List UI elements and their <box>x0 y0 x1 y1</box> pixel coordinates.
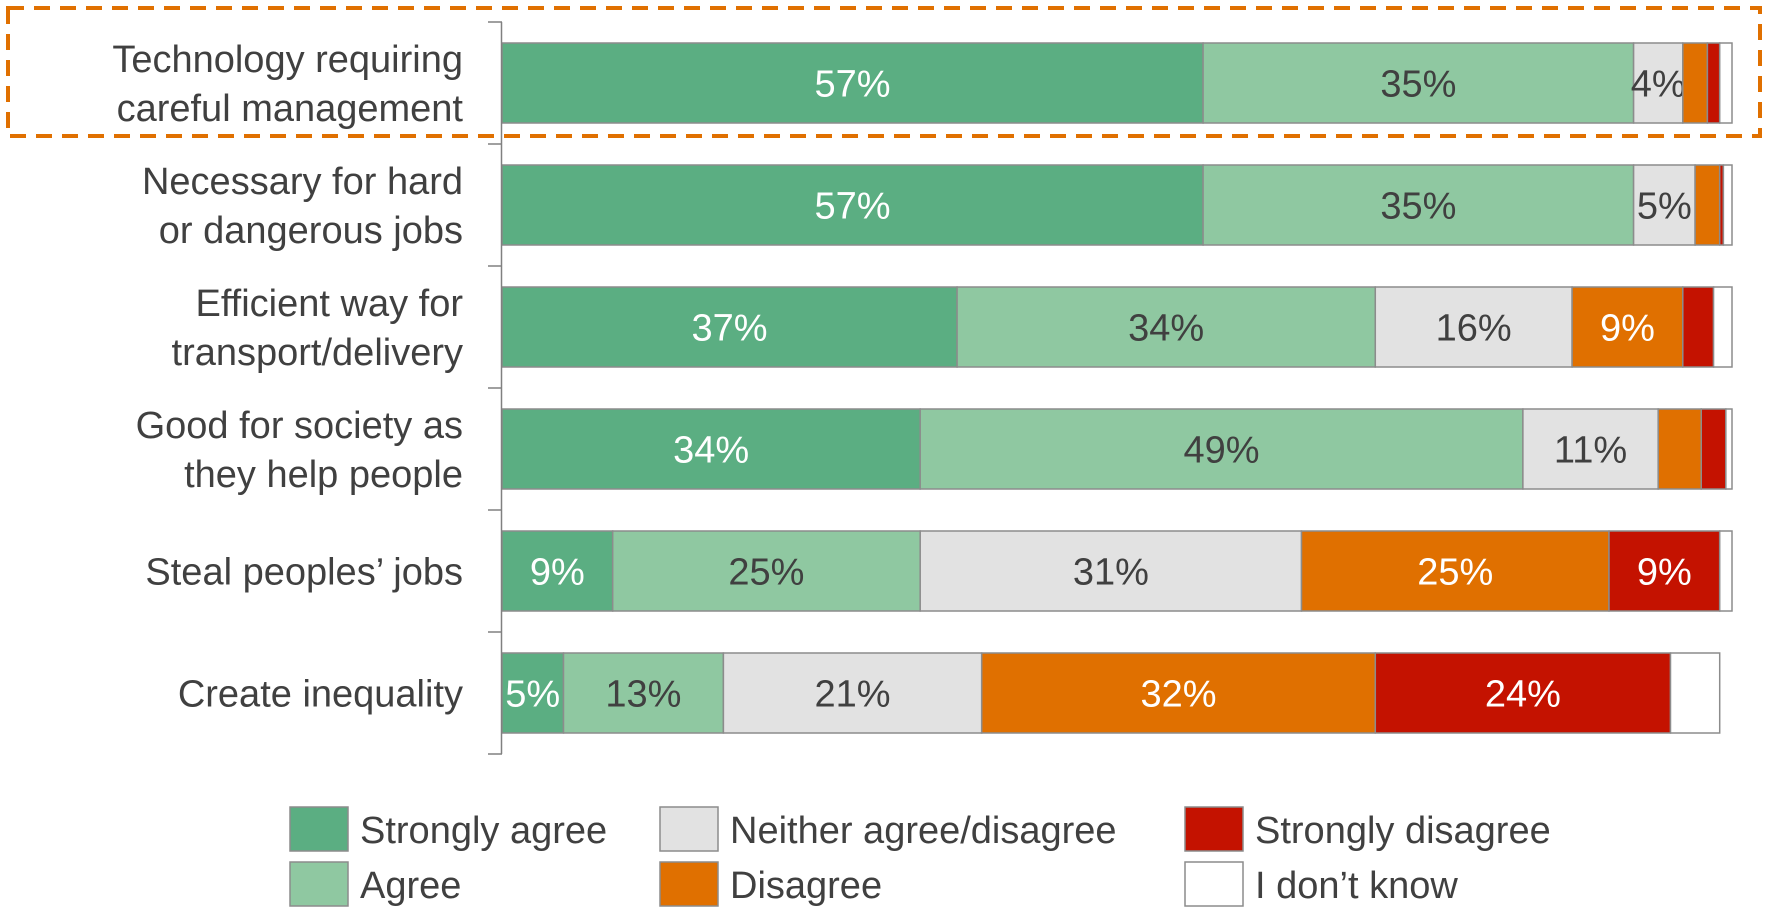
bar-segment-3-4 <box>1700 408 1727 490</box>
category-label: Technology requiring <box>112 39 463 81</box>
category-label: Necessary for hard <box>142 161 463 203</box>
bar-segment-4-0 <box>501 530 614 612</box>
legend-label: Agree <box>360 865 461 907</box>
data-label: 25% <box>1417 551 1493 593</box>
bar-segment-2-1 <box>956 286 1377 368</box>
bar-segment-3-2 <box>1522 408 1659 490</box>
legend-swatch <box>1184 806 1244 852</box>
category-label: or dangerous jobs <box>159 210 463 252</box>
legend-label: Disagree <box>730 865 882 907</box>
bar-segment-5-1 <box>562 652 725 734</box>
data-label: 49% <box>1184 429 1260 471</box>
data-label: 24% <box>1485 673 1561 715</box>
category-label: they help people <box>184 454 463 496</box>
category-label: Efficient way for <box>195 283 463 325</box>
data-label: 13% <box>605 673 681 715</box>
data-label: 34% <box>673 429 749 471</box>
data-label: 35% <box>1380 185 1456 227</box>
bar-segment-5-5 <box>1669 652 1721 734</box>
legend-label: I don’t know <box>1255 865 1458 907</box>
data-label: 32% <box>1140 673 1216 715</box>
bar-segment-1-2 <box>1632 164 1696 246</box>
bar-segment-5-2 <box>722 652 983 734</box>
data-label: 5% <box>1637 185 1692 227</box>
bar-segment-0-3 <box>1682 42 1709 124</box>
data-label: 9% <box>1637 551 1692 593</box>
data-label: 21% <box>815 673 891 715</box>
highlight-box <box>6 6 1762 138</box>
bar-segment-4-3 <box>1300 530 1610 612</box>
data-label: 11% <box>1554 429 1627 471</box>
legend-label: Strongly disagree <box>1255 810 1551 852</box>
bar-segment-0-2 <box>1632 42 1684 124</box>
legend-label: Neither agree/disagree <box>730 810 1117 852</box>
bar-segment-1-5 <box>1722 164 1733 246</box>
bar-segment-5-3 <box>980 652 1377 734</box>
bar-segment-2-2 <box>1374 286 1573 368</box>
data-label: 16% <box>1436 307 1512 349</box>
bar-segment-5-4 <box>1374 652 1672 734</box>
category-label: transport/delivery <box>172 332 463 374</box>
bar-segment-3-3 <box>1657 408 1702 490</box>
category-label: Steal peoples’ jobs <box>145 551 463 593</box>
bar-segment-0-4 <box>1706 42 1721 124</box>
category-label: Create inequality <box>178 673 463 715</box>
bar-segment-0-1 <box>1202 42 1635 124</box>
bar-segment-2-4 <box>1682 286 1715 368</box>
bar-segment-4-5 <box>1718 530 1733 612</box>
legend-swatch <box>659 861 719 907</box>
legend-swatch <box>1184 861 1244 907</box>
category-label: Good for society as <box>136 405 463 447</box>
data-label: 9% <box>1600 307 1655 349</box>
legend-swatch <box>289 806 349 852</box>
data-label: 35% <box>1380 63 1456 105</box>
legend-swatch <box>289 861 349 907</box>
legend-swatch <box>659 806 719 852</box>
bar-segment-1-0 <box>501 164 1204 246</box>
bar-segment-2-0 <box>501 286 958 368</box>
bar-segment-3-0 <box>501 408 921 490</box>
bar-segment-1-3 <box>1694 164 1721 246</box>
category-label: careful management <box>117 88 464 130</box>
bar-segment-4-2 <box>919 530 1303 612</box>
data-label: 34% <box>1128 307 1204 349</box>
bar-segment-3-5 <box>1725 408 1733 490</box>
data-label: 25% <box>728 551 804 593</box>
bar-segment-1-1 <box>1202 164 1635 246</box>
bar-segment-4-4 <box>1608 530 1721 612</box>
bar-segment-4-1 <box>611 530 921 612</box>
data-label: 5% <box>505 673 560 715</box>
data-label: 31% <box>1073 551 1149 593</box>
data-label: 37% <box>692 307 768 349</box>
data-label: 4% <box>1631 63 1686 105</box>
data-label: 57% <box>815 185 891 227</box>
data-label: 9% <box>530 551 585 593</box>
bar-segment-2-5 <box>1712 286 1733 368</box>
bar-segment-0-5 <box>1718 42 1733 124</box>
bar-segment-3-1 <box>919 408 1524 490</box>
legend-label: Strongly agree <box>360 810 607 852</box>
data-label: 57% <box>815 63 891 105</box>
bar-segment-0-0 <box>501 42 1204 124</box>
